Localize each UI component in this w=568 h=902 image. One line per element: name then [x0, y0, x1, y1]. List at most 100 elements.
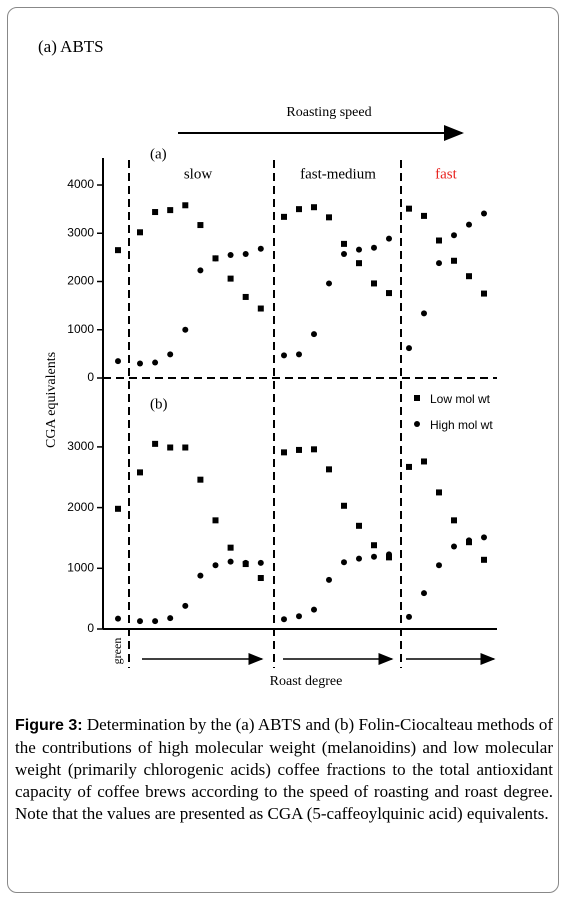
point: [257, 559, 264, 566]
point: [436, 562, 442, 569]
point: [167, 444, 174, 451]
point: [137, 360, 143, 367]
point: [451, 232, 457, 239]
point: [436, 237, 442, 244]
point: [326, 466, 332, 473]
point: [152, 359, 159, 366]
point: [406, 205, 412, 212]
point: [115, 247, 121, 254]
top-label: Roasting speed: [286, 105, 371, 120]
point: [371, 244, 377, 251]
point: [257, 305, 264, 312]
point: [436, 260, 442, 267]
group-label: slow: [184, 166, 213, 182]
point: [386, 554, 392, 561]
point: [115, 505, 121, 512]
point: [481, 556, 487, 563]
point: [296, 206, 302, 213]
point: [421, 590, 427, 597]
x-axis-label: Roast degree: [270, 674, 343, 689]
point: [481, 290, 487, 297]
point: [242, 293, 249, 300]
point: [296, 351, 302, 358]
point: [421, 310, 427, 317]
point: [167, 351, 174, 358]
legend-label: Low mol wt: [430, 392, 491, 406]
caption-label: Figure 3:: [15, 717, 83, 734]
point: [197, 222, 204, 229]
point: [242, 559, 249, 566]
point: [386, 290, 392, 297]
point: [152, 209, 159, 216]
point: [421, 458, 427, 465]
group-label: fast-medium: [300, 166, 376, 182]
legend-marker: [414, 421, 420, 427]
point: [137, 469, 143, 476]
point: [281, 352, 287, 359]
point: [197, 267, 204, 274]
y-tick-label: 0: [87, 621, 94, 635]
point: [386, 551, 392, 558]
y-tick-label: 2000: [67, 274, 94, 288]
point: [115, 615, 121, 622]
point: [356, 522, 362, 529]
point: [341, 251, 347, 258]
point: [281, 449, 287, 456]
legend-marker: [414, 395, 420, 401]
y-tick-label: 0: [87, 370, 94, 384]
point: [421, 212, 427, 219]
legend-label: High mol wt: [430, 418, 493, 432]
point: [227, 275, 234, 282]
caption-text: Determination by the (a) ABTS and (b) Fo…: [15, 715, 554, 823]
point: [296, 446, 302, 453]
panel-label: (a): [150, 146, 167, 162]
y-axis-label: CGA equivalents: [44, 352, 59, 448]
point: [137, 229, 143, 236]
point: [137, 618, 143, 625]
point: [371, 280, 377, 287]
chart: Roasting speed (a) (b) Roast degree CGA …: [44, 105, 530, 690]
point: [182, 326, 189, 333]
point: [311, 446, 317, 453]
point: [356, 555, 362, 562]
point: [182, 602, 189, 609]
point: [212, 562, 219, 569]
panel-label: (b): [150, 396, 168, 412]
point: [371, 553, 377, 560]
point: [406, 463, 412, 470]
point: [311, 606, 317, 613]
point: [227, 544, 234, 551]
point: [182, 202, 189, 209]
point: [451, 257, 457, 264]
point: [341, 240, 347, 247]
point: [481, 210, 487, 217]
point: [197, 476, 204, 483]
point: [152, 618, 159, 625]
point: [326, 214, 332, 221]
point: [197, 572, 204, 579]
point: [466, 221, 472, 228]
point: [371, 542, 377, 549]
point: [466, 273, 472, 280]
point: [451, 543, 457, 550]
point: [182, 444, 189, 451]
y-tick-label: 3000: [67, 439, 94, 453]
green-label: green: [110, 638, 124, 665]
point: [451, 517, 457, 524]
point: [227, 558, 234, 565]
point: [326, 576, 332, 583]
point: [311, 331, 317, 338]
point: [436, 489, 442, 496]
point: [481, 534, 487, 541]
y-tick-label: 2000: [67, 500, 94, 514]
y-tick-label: 4000: [67, 177, 94, 191]
point: [311, 204, 317, 211]
legend-box: [405, 386, 530, 440]
point: [167, 207, 174, 214]
figure-header: (a) ABTS: [38, 37, 104, 56]
figure-frame: [7, 7, 559, 893]
axes: [102, 125, 497, 668]
point: [466, 537, 472, 544]
point: [326, 280, 332, 287]
